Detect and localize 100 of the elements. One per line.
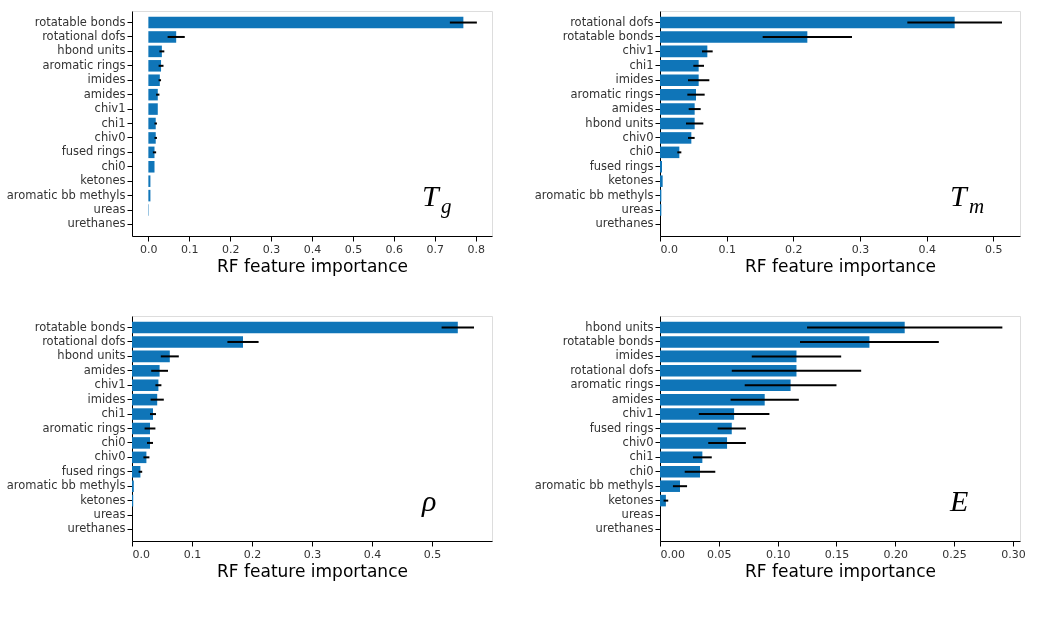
x-tick-label: 0.1: [718, 242, 736, 256]
y-tick-label: aromatic rings: [42, 57, 126, 72]
y-tick-label: amides: [83, 86, 126, 101]
y-tick-label: urethanes: [67, 216, 126, 231]
bar: [660, 103, 695, 115]
bar: [660, 117, 695, 130]
y-tick-label: aromatic bb methyls: [534, 187, 654, 202]
bar: [148, 189, 151, 202]
y-tick-label: urethanes: [67, 521, 126, 536]
bar: [132, 422, 150, 435]
bar: [148, 132, 156, 144]
bar: [660, 45, 708, 58]
y-tick-label: ketones: [608, 492, 654, 507]
y-tick-label: imides: [87, 391, 126, 406]
x-tick-label: 0.00: [660, 547, 685, 561]
y-tick-label: aromatic rings: [570, 86, 654, 101]
x-tick-label: 0.6: [385, 242, 404, 256]
x-tick-label: 0.25: [942, 547, 967, 561]
bar: [148, 117, 156, 130]
bar: [660, 393, 765, 406]
y-tick-label: chi0: [101, 158, 126, 173]
y-tick-label: urethanes: [595, 521, 654, 536]
bar: [132, 393, 158, 406]
x-tick-label: 0.5: [423, 547, 442, 561]
x-tick-label: 0.20: [883, 547, 909, 561]
y-tick-label: ureas: [93, 507, 126, 522]
x-tick-label: 0.3: [262, 242, 281, 256]
bar: [132, 437, 150, 449]
y-tick-label: chiv1: [622, 406, 654, 421]
y-tick-label: fused rings: [589, 420, 654, 435]
bar: [660, 60, 699, 72]
y-tick-label: aromatic bb methyls: [534, 478, 654, 493]
y-tick-label: hbond units: [585, 319, 654, 334]
bar: [148, 161, 155, 173]
y-tick-label: ureas: [621, 507, 654, 522]
y-tick-label: fused rings: [589, 158, 654, 173]
x-axis-title: RF feature importance: [745, 255, 936, 276]
x-tick-label: 0.8: [467, 242, 485, 256]
bar: [148, 60, 162, 72]
y-tick-label: amides: [83, 362, 126, 377]
bar: [148, 103, 158, 115]
y-tick-label: chi1: [101, 115, 126, 130]
bar: [660, 88, 696, 101]
x-tick-label: 0.4: [363, 547, 382, 561]
bar: [660, 74, 699, 86]
y-tick-label: chi1: [629, 449, 654, 464]
bar: [148, 45, 162, 58]
bar: [660, 437, 728, 449]
y-tick-label: rotatable bonds: [562, 28, 654, 43]
y-tick-label: rotatable bonds: [34, 14, 126, 29]
y-tick-label: rotatable bonds: [34, 319, 126, 334]
y-tick-label: hbond units: [585, 115, 654, 130]
bar: [660, 365, 797, 377]
bar: [660, 422, 732, 435]
y-tick-label: chi0: [629, 144, 654, 159]
y-tick-label: aromatic bb methyls: [6, 187, 126, 202]
x-tick-label: 0.0: [140, 242, 158, 256]
y-tick-label: ketones: [80, 492, 126, 507]
bar: [148, 175, 151, 187]
x-tick-label: 0.0: [660, 242, 678, 256]
y-tick-label: hbond units: [57, 348, 126, 363]
bar: [148, 88, 158, 101]
x-tick-label: 0.0: [132, 547, 150, 561]
bar: [660, 379, 791, 391]
y-tick-label: rotational dofs: [570, 362, 654, 377]
x-axis-title: RF feature importance: [217, 255, 408, 276]
bar: [660, 494, 666, 507]
y-tick-label: chiv0: [622, 434, 654, 449]
bar: [660, 31, 808, 43]
bar: [660, 336, 870, 348]
y-tick-label: chiv1: [622, 43, 654, 58]
x-tick-label: 0.15: [824, 547, 850, 561]
y-tick-label: fused rings: [61, 463, 126, 478]
x-tick-label: 0.3: [303, 547, 322, 561]
y-tick-label: chi1: [629, 57, 654, 72]
y-tick-label: aromatic bb methyls: [6, 478, 126, 493]
bar: [660, 480, 680, 492]
x-tick-label: 0.5: [344, 242, 363, 256]
bar: [148, 31, 177, 43]
x-tick-label: 0.2: [243, 547, 262, 561]
y-tick-label: chi1: [101, 406, 126, 421]
y-tick-label: chi0: [101, 434, 126, 449]
x-tick-label: 0.7: [426, 242, 444, 256]
bar: [148, 146, 155, 159]
bar: [148, 74, 160, 86]
x-tick-label: 0.1: [183, 547, 202, 561]
y-tick-label: ketones: [80, 173, 126, 188]
y-tick-label: chiv1: [94, 101, 126, 116]
bar: [132, 350, 170, 363]
bar: [132, 365, 160, 377]
x-tick-label: 0.4: [918, 242, 936, 256]
bar: [132, 321, 458, 334]
x-tick-label: 0.4: [303, 242, 322, 256]
x-tick-label: 0.2: [785, 242, 803, 256]
y-tick-label: fused rings: [61, 144, 126, 159]
bar: [660, 451, 703, 464]
bar: [660, 175, 663, 187]
y-tick-label: chiv0: [94, 129, 126, 144]
bar: [660, 132, 692, 144]
y-tick-label: imides: [615, 72, 654, 87]
